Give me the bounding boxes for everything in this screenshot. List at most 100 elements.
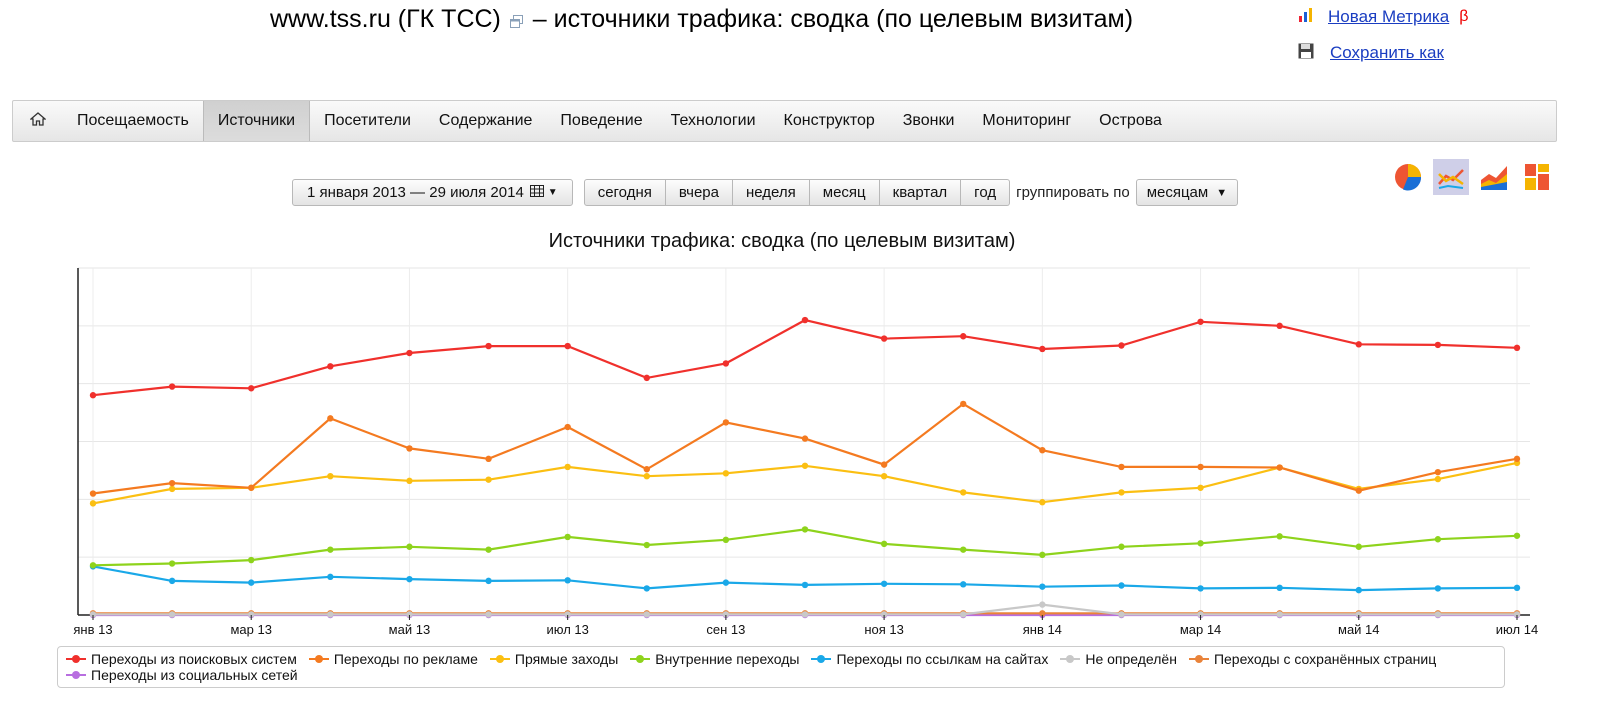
date-range-picker[interactable]: 1 января 2013 — 29 июля 2014 ▼ <box>292 179 573 206</box>
x-tick-label: май 14 <box>1338 622 1380 637</box>
line-chart: янв 13 мар 13 май 13 июл 13 сен 13 ноя 13 янв … <box>73 267 1538 637</box>
data-point <box>1513 532 1521 539</box>
data-point <box>406 543 413 550</box>
tab-behavior[interactable]: Поведение <box>560 112 643 129</box>
chevron-down-icon: ▼ <box>1216 186 1228 199</box>
tab-calls[interactable]: Звонки <box>902 112 955 129</box>
legend-marker <box>630 653 651 665</box>
x-tick-label: май 13 <box>389 622 431 637</box>
x-tick-label: янв 14 <box>1023 622 1062 637</box>
data-point <box>485 611 492 618</box>
x-axis-ticks: янв 13 мар 13 май 13 июл 13 сен 13 ноя 13 янв … <box>73 615 1538 637</box>
data-point <box>327 473 334 480</box>
tab-visits[interactable]: Посещаемость <box>77 112 189 129</box>
chart-legend: Переходы из поисковых систем Переходы по … <box>57 646 1505 688</box>
data-point <box>1434 341 1442 349</box>
data-point <box>722 360 730 367</box>
data-point <box>1434 475 1442 483</box>
data-point <box>1197 611 1204 618</box>
period-yesterday-button[interactable]: вчера <box>665 179 733 206</box>
data-point <box>168 611 176 618</box>
home-icon <box>29 111 47 131</box>
tab-visitors[interactable]: Посетители <box>324 112 411 129</box>
data-point <box>248 556 255 564</box>
area-chart-icon[interactable] <box>1476 159 1512 195</box>
legend-item[interactable]: Переходы из поисковых систем <box>66 651 297 667</box>
group-by-value: месяцам <box>1146 184 1209 201</box>
data-point <box>1355 487 1362 494</box>
data-point <box>643 611 650 618</box>
x-tick-label: ноя 13 <box>864 622 904 637</box>
data-point <box>327 611 334 618</box>
series-5 <box>89 601 1521 618</box>
period-today-button[interactable]: сегодня <box>583 179 666 206</box>
legend-item[interactable]: Не определён <box>1060 651 1177 667</box>
series-3 <box>89 526 1521 569</box>
legend-marker <box>1188 653 1209 665</box>
tab-constructor[interactable]: Конструктор <box>783 112 875 129</box>
legend-marker <box>1060 653 1081 665</box>
data-point <box>1276 322 1283 330</box>
data-point <box>1197 318 1204 325</box>
tab-technologies[interactable]: Технологии <box>670 112 756 129</box>
data-point <box>248 611 255 618</box>
period-month-button[interactable]: месяц <box>809 179 880 206</box>
data-point <box>1355 611 1362 618</box>
data-point <box>1118 611 1125 618</box>
legend-item[interactable]: Переходы по рекламе <box>308 651 478 667</box>
period-week-button[interactable]: неделя <box>733 179 810 206</box>
new-window-icon[interactable] <box>509 5 524 36</box>
data-point <box>880 335 888 342</box>
x-tick-label: янв 13 <box>73 622 112 637</box>
data-point <box>1197 585 1204 592</box>
data-point <box>406 477 413 485</box>
legend-item[interactable]: Внутренние переходы <box>630 651 799 667</box>
data-point <box>1434 611 1442 618</box>
x-tick-label: мар 13 <box>230 622 271 637</box>
tab-content[interactable]: Содержание <box>438 112 533 129</box>
report-title: – источники трафика: сводка (по целевым … <box>532 5 1134 33</box>
legend-item[interactable]: Прямые заходы <box>489 651 619 667</box>
legend-label: Не определён <box>1085 651 1177 667</box>
group-by-select[interactable]: месяцам ▼ <box>1135 179 1239 206</box>
home-tab[interactable] <box>13 101 63 141</box>
data-point <box>643 541 650 549</box>
x-tick-label: июл 14 <box>1496 622 1538 637</box>
data-point <box>1197 540 1204 547</box>
tab-sources[interactable]: Источники <box>202 101 311 141</box>
new-metrika-link[interactable]: Новая Метрика <box>1328 7 1450 26</box>
data-point <box>643 374 650 382</box>
data-point <box>1039 610 1046 617</box>
page-title: www.tss.ru (ГК ТСС) – источники трафика:… <box>270 4 1170 36</box>
site-name: www.tss.ru (ГК ТСС) <box>270 5 501 33</box>
legend-item[interactable]: Переходы из социальных сетей <box>66 667 298 683</box>
pie-chart-icon[interactable] <box>1390 159 1426 195</box>
legend-item[interactable]: Переходы по ссылкам на сайтах <box>811 651 1048 667</box>
data-point <box>1118 489 1125 496</box>
data-point <box>1513 455 1521 463</box>
legend-label: Переходы с сохранённых страниц <box>1213 651 1437 667</box>
legend-label: Прямые заходы <box>514 651 619 667</box>
data-point <box>89 392 97 399</box>
data-point <box>1118 463 1125 471</box>
period-year-button[interactable]: год <box>961 179 1011 206</box>
period-quarter-button[interactable]: квартал <box>879 179 962 206</box>
legend-label: Переходы из поисковых систем <box>91 651 297 667</box>
data-point <box>1276 584 1283 592</box>
tab-monitoring[interactable]: Мониторинг <box>982 112 1072 129</box>
legend-item[interactable]: Переходы с сохранённых страниц <box>1188 651 1437 667</box>
data-point <box>485 546 492 553</box>
report-toolbar: 1 января 2013 — 29 июля 2014 ▼ сегодня в… <box>292 179 1239 206</box>
data-point <box>960 581 967 588</box>
data-point <box>960 333 967 340</box>
line-chart-icon[interactable] <box>1433 159 1469 195</box>
data-point <box>1039 499 1046 506</box>
save-as-link[interactable]: Сохранить как <box>1330 43 1444 62</box>
data-point <box>485 577 492 585</box>
data-point <box>722 419 730 426</box>
data-point <box>960 489 967 496</box>
stacked-chart-icon[interactable] <box>1519 159 1555 195</box>
data-point <box>960 400 967 408</box>
tab-islands[interactable]: Острова <box>1099 112 1162 129</box>
data-point <box>960 611 967 618</box>
